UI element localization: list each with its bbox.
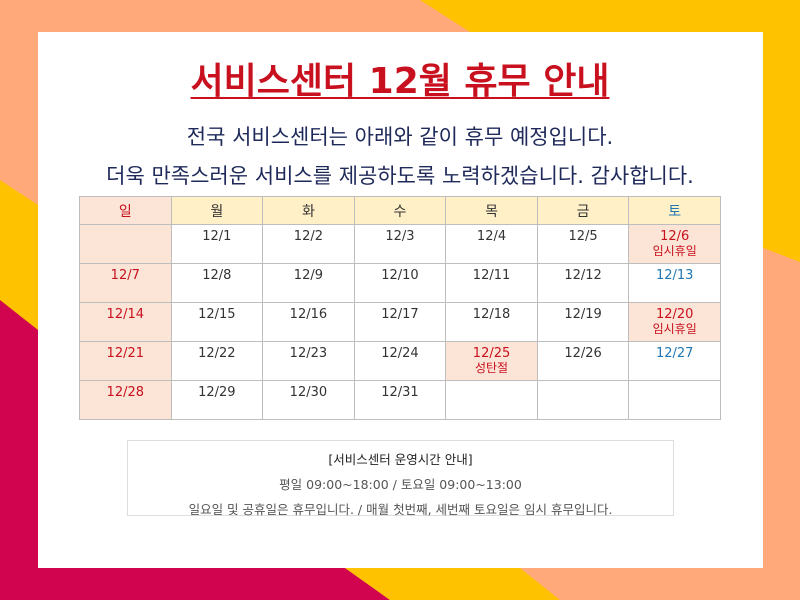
calendar-cell bbox=[536, 380, 630, 420]
date-label: 12/9 bbox=[293, 268, 323, 283]
calendar-cell: 12/18 bbox=[445, 302, 538, 342]
date-label: 12/26 bbox=[564, 346, 602, 361]
weekday-sat: 토 bbox=[628, 196, 721, 225]
date-label: 12/27 bbox=[655, 346, 694, 361]
notice-hours: 평일 09:00~18:00 / 토요일 09:00~13:00 bbox=[279, 477, 522, 492]
calendar-cell bbox=[445, 380, 538, 420]
date-label: 12/11 bbox=[472, 268, 511, 283]
holiday-calendar: 일 월 화 수 목 금 토 12/1 12/2 12/3 12/4 12/5 1… bbox=[79, 196, 721, 420]
week-row-5: 12/28 12/29 12/30 12/31 bbox=[79, 380, 721, 420]
date-label: 12/14 bbox=[106, 307, 145, 322]
weekday-fri: 금 bbox=[536, 196, 630, 225]
date-label: 12/6 bbox=[660, 229, 690, 244]
calendar-cell: 12/8 bbox=[170, 263, 264, 303]
operating-hours-notice: [서비스센터 운영시간 안내] 평일 09:00~18:00 / 토요일 09:… bbox=[127, 440, 674, 517]
week-row-2: 12/7 12/8 12/9 12/10 12/11 12/12 12/13 bbox=[79, 263, 721, 303]
date-label: 12/2 bbox=[293, 229, 323, 244]
weekday-thu: 목 bbox=[445, 196, 538, 225]
calendar-cell: 12/10 bbox=[353, 263, 447, 303]
weekday-wed: 수 bbox=[353, 196, 447, 225]
date-label: 12/3 bbox=[385, 229, 415, 244]
calendar-cell: 12/1 bbox=[170, 224, 264, 264]
date-label: 12/1 bbox=[202, 229, 232, 244]
notice-closures: 일요일 및 공휴일은 휴무입니다. / 매월 첫번째, 세번째 토요일은 임시 … bbox=[188, 502, 613, 517]
calendar-cell: 12/26 bbox=[536, 341, 630, 381]
calendar-cell: 12/17 bbox=[353, 302, 447, 342]
calendar-cell-holiday: 12/25 성탄절 bbox=[445, 341, 538, 381]
date-label: 12/8 bbox=[202, 268, 232, 283]
subtitle-line-2: 더욱 만족스러운 서비스를 제공하도록 노력하겠습니다. 감사합니다. bbox=[106, 164, 694, 188]
calendar-cell: 12/31 bbox=[353, 380, 447, 420]
weekday-mon: 월 bbox=[170, 196, 264, 225]
date-label: 12/25 bbox=[472, 346, 511, 361]
calendar-cell: 12/23 bbox=[262, 341, 355, 381]
date-label: 12/12 bbox=[564, 268, 602, 283]
week-row-4: 12/21 12/22 12/23 12/24 12/25 성탄절 12/26 1… bbox=[79, 341, 721, 381]
date-label: 12/17 bbox=[381, 307, 419, 322]
date-label: 12/22 bbox=[198, 346, 236, 361]
calendar-cell: 12/27 bbox=[628, 341, 721, 381]
date-label: 12/18 bbox=[472, 307, 511, 322]
week-row-1: 12/1 12/2 12/3 12/4 12/5 12/6 임시휴일 bbox=[79, 224, 721, 264]
subtitle-line-1: 전국 서비스센터는 아래와 같이 휴무 예정입니다. bbox=[186, 125, 614, 149]
date-label: 12/30 bbox=[289, 385, 328, 400]
date-label: 12/7 bbox=[110, 268, 140, 283]
calendar-cell: 12/3 bbox=[353, 224, 447, 264]
date-label: 12/31 bbox=[381, 385, 419, 400]
calendar-cell bbox=[628, 380, 721, 420]
week-row-3: 12/14 12/15 12/16 12/17 12/18 12/19 12/2… bbox=[79, 302, 721, 342]
calendar-cell: 12/14 bbox=[79, 302, 172, 342]
date-label: 12/10 bbox=[381, 268, 419, 283]
page-title-text: 서비스센터 12월 휴무 안내 bbox=[190, 61, 610, 102]
calendar-cell: 12/16 bbox=[262, 302, 355, 342]
calendar-cell: 12/5 bbox=[536, 224, 630, 264]
holiday-note: 성탄절 bbox=[474, 361, 509, 375]
date-label: 12/4 bbox=[476, 229, 507, 244]
calendar-cell-holiday: 12/6 임시휴일 bbox=[628, 224, 721, 264]
calendar-cell: 12/12 bbox=[536, 263, 630, 303]
date-label: 12/21 bbox=[106, 346, 145, 361]
page-title: 서비스센터 12월 휴무 안내 bbox=[0, 52, 800, 104]
weekday-header-row: 일 월 화 수 목 금 토 bbox=[79, 196, 721, 225]
date-label: 12/15 bbox=[198, 307, 236, 322]
date-label: 12/20 bbox=[655, 307, 694, 322]
date-label: 12/16 bbox=[289, 307, 328, 322]
calendar-cell: 12/9 bbox=[262, 263, 355, 303]
calendar-cell: 12/2 bbox=[262, 224, 355, 264]
calendar-cell bbox=[79, 224, 172, 264]
date-label: 12/23 bbox=[289, 346, 328, 361]
holiday-note: 임시휴일 bbox=[652, 244, 697, 258]
calendar-cell: 12/4 bbox=[445, 224, 538, 264]
calendar-cell: 12/7 bbox=[79, 263, 172, 303]
calendar-cell: 12/15 bbox=[170, 302, 264, 342]
date-label: 12/28 bbox=[106, 385, 145, 400]
date-label: 12/5 bbox=[568, 229, 598, 244]
calendar-cell: 12/30 bbox=[262, 380, 355, 420]
date-label: 12/24 bbox=[381, 346, 419, 361]
calendar-cell-holiday: 12/20 임시휴일 bbox=[628, 302, 721, 342]
date-label: 12/29 bbox=[198, 385, 236, 400]
calendar-cell: 12/29 bbox=[170, 380, 264, 420]
calendar-cell: 12/11 bbox=[445, 263, 538, 303]
date-label: 12/19 bbox=[564, 307, 602, 322]
calendar-cell: 12/22 bbox=[170, 341, 264, 381]
holiday-note: 임시휴일 bbox=[652, 322, 697, 336]
calendar-cell: 12/21 bbox=[79, 341, 172, 381]
calendar-cell: 12/24 bbox=[353, 341, 447, 381]
notice-heading: [서비스센터 운영시간 안내] bbox=[328, 452, 473, 467]
calendar-cell: 12/19 bbox=[536, 302, 630, 342]
weekday-tue: 화 bbox=[262, 196, 355, 225]
calendar-cell: 12/13 bbox=[628, 263, 721, 303]
weekday-sun: 일 bbox=[79, 196, 172, 225]
calendar-cell: 12/28 bbox=[79, 380, 172, 420]
date-label: 12/13 bbox=[655, 268, 694, 283]
